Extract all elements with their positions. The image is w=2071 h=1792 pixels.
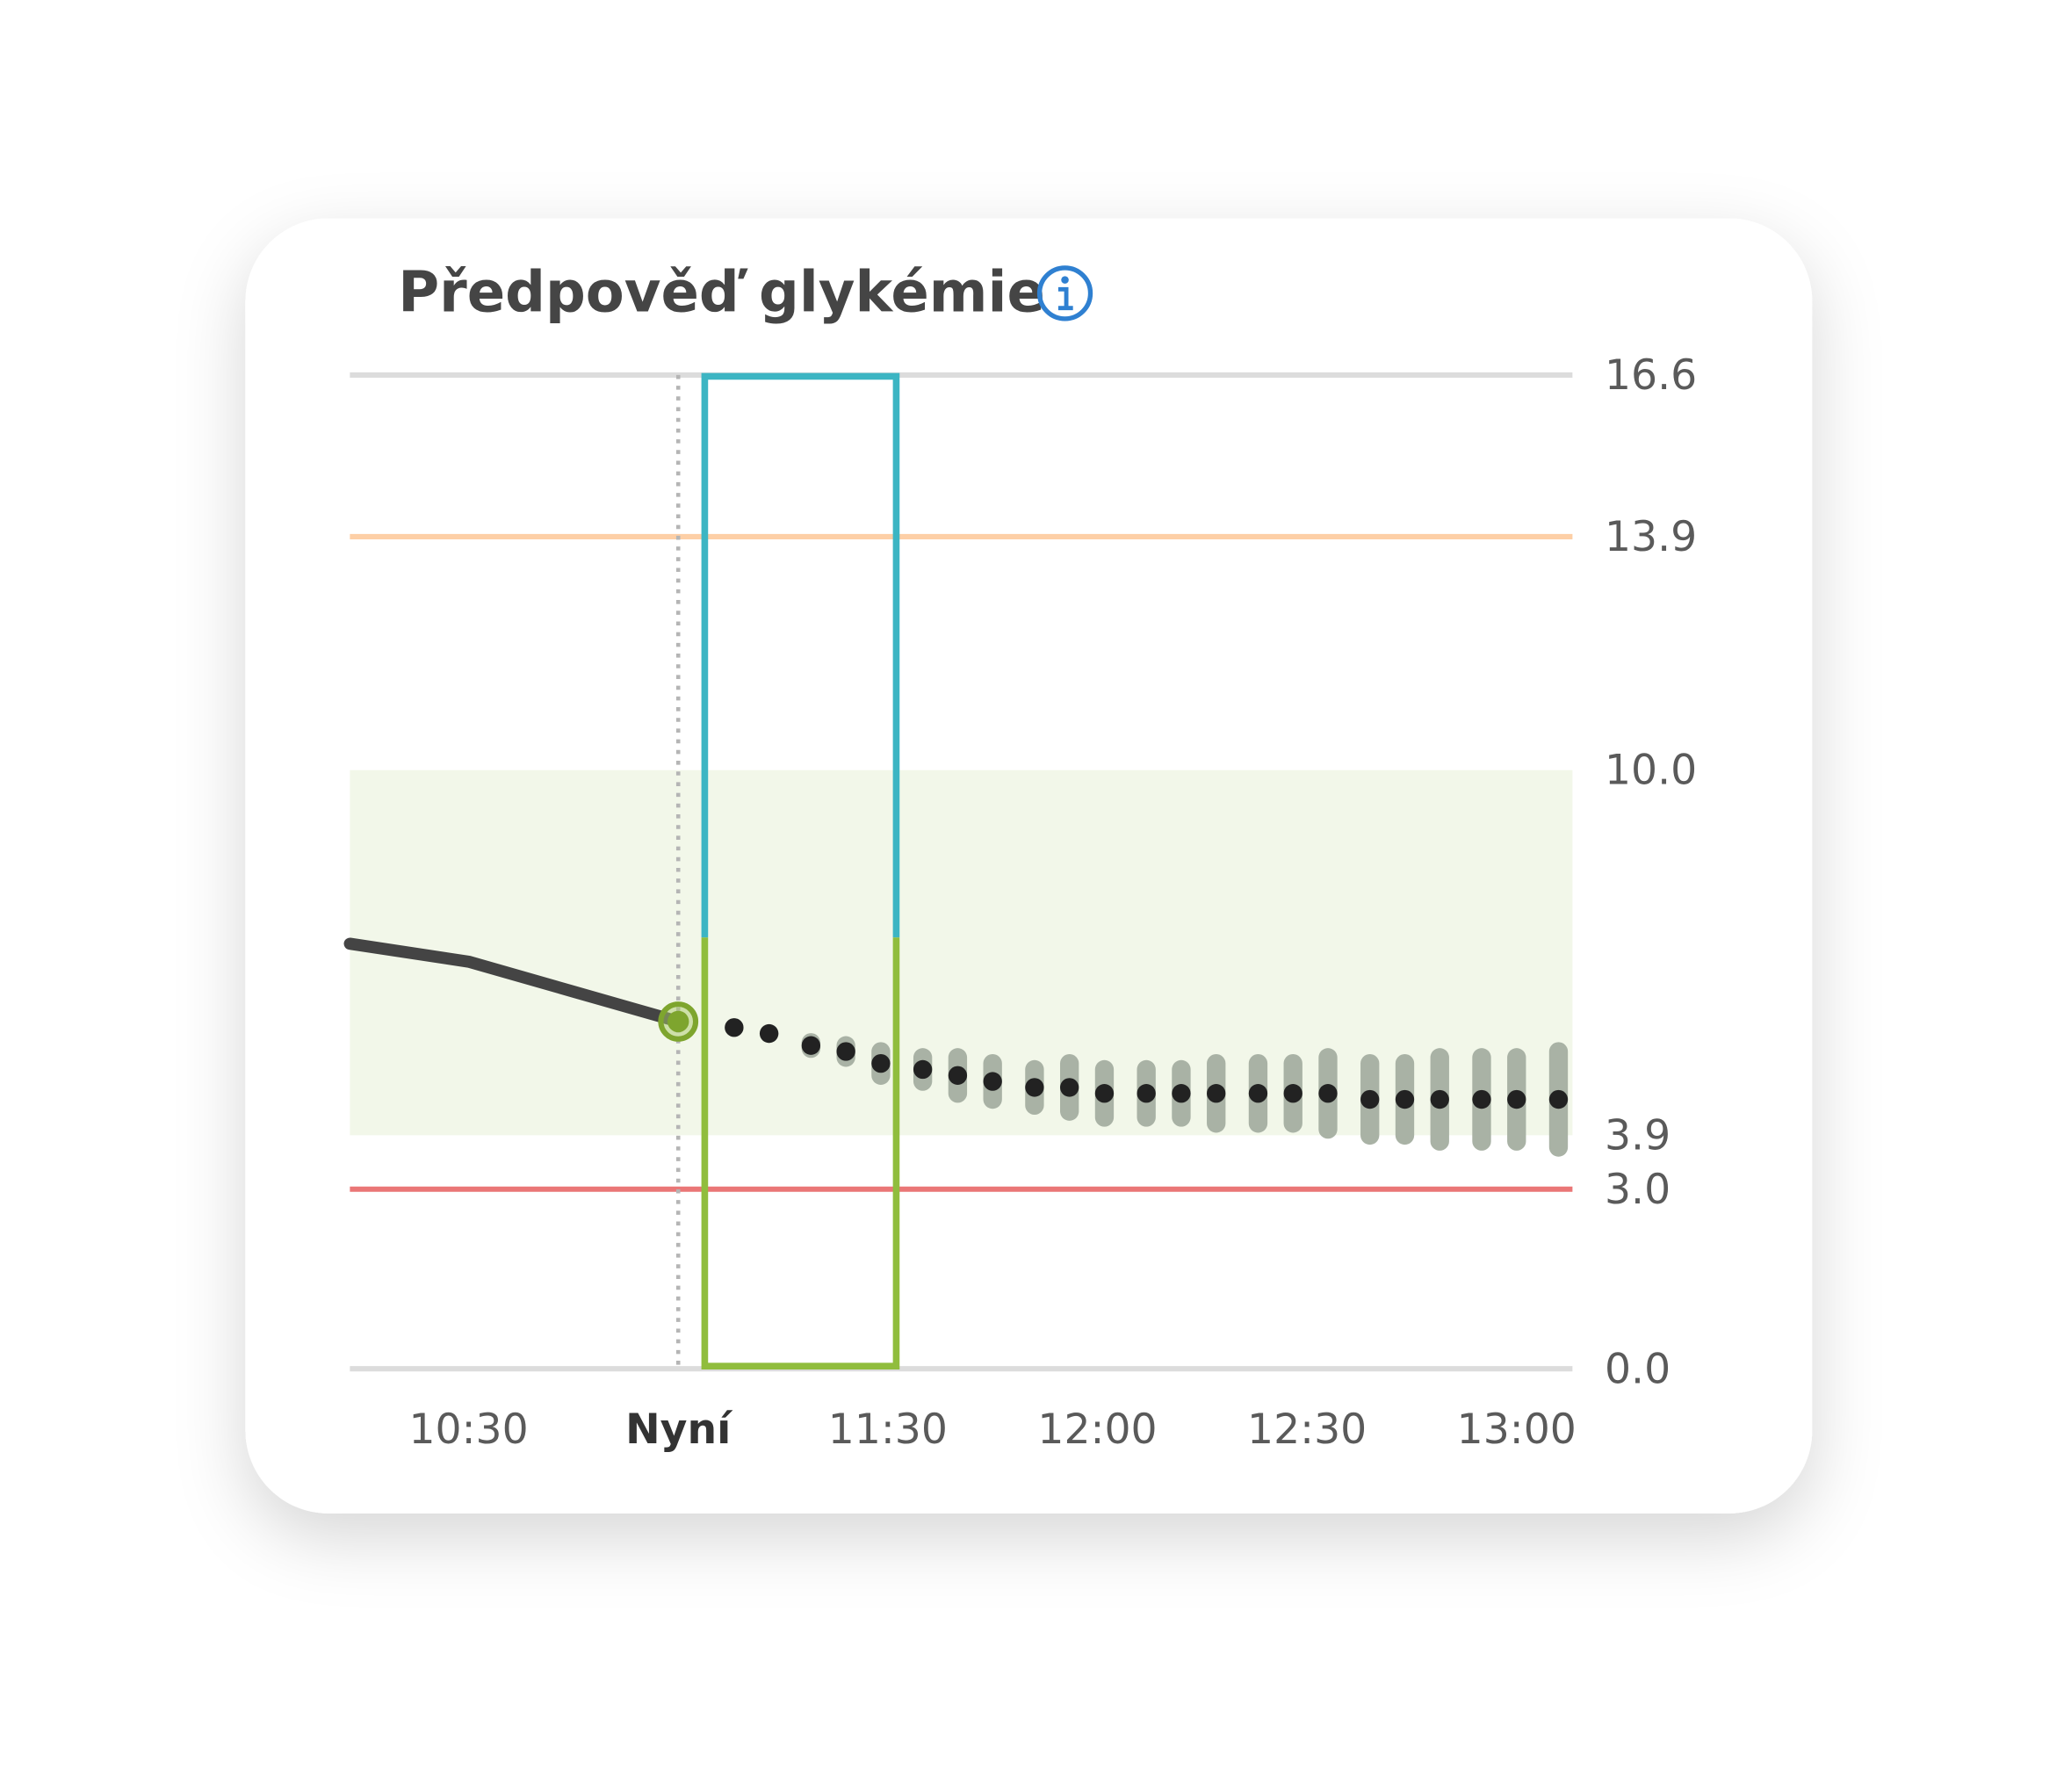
- current-marker-core: [667, 1010, 689, 1033]
- forecast-dot: [1248, 1084, 1268, 1103]
- forecast-dot: [1094, 1084, 1115, 1103]
- y-tick-label: 10.0: [1605, 747, 1697, 795]
- forecast-dot: [1360, 1089, 1380, 1109]
- chart-title: Předpověď glykémie: [398, 261, 1045, 326]
- forecast-dot: [1060, 1078, 1079, 1097]
- x-tick-label: 12:30: [1247, 1405, 1367, 1454]
- y-tick-label: 13.9: [1605, 513, 1697, 561]
- x-tick-label: Nyní: [625, 1405, 733, 1454]
- y-tick-label: 16.6: [1605, 351, 1697, 400]
- forecast-dot: [1207, 1084, 1226, 1103]
- highlight-top: [701, 372, 900, 938]
- info-dot[interactable]: [1061, 276, 1069, 284]
- forecast-dot: [871, 1053, 891, 1073]
- forecast-dot: [1025, 1078, 1044, 1097]
- history-line: [343, 937, 685, 1028]
- x-tick-label: 12:00: [1037, 1405, 1157, 1454]
- forecast-dot: [1430, 1089, 1449, 1109]
- forecast-dot: [948, 1066, 968, 1085]
- forecast-dot: [1172, 1084, 1191, 1103]
- forecast-dot: [836, 1042, 855, 1061]
- forecast-dot: [725, 1018, 744, 1037]
- forecast-dot: [759, 1023, 779, 1044]
- forecast-dot: [983, 1072, 1002, 1091]
- forecast-dot: [1395, 1089, 1415, 1109]
- info-icon[interactable]: [1036, 265, 1093, 322]
- forecast-dot: [1548, 1089, 1569, 1109]
- forecast-dot: [1318, 1084, 1338, 1103]
- info-stem[interactable]: [1057, 286, 1073, 311]
- forecast-dot: [1472, 1089, 1491, 1109]
- forecast-dot: [913, 1059, 933, 1080]
- highlight-bottom: [701, 937, 900, 1369]
- x-tick-label: 13:00: [1457, 1405, 1577, 1454]
- forecast-dot: [1507, 1089, 1526, 1109]
- y-tick-label: 3.0: [1605, 1166, 1671, 1214]
- x-tick-label: 10:30: [409, 1405, 529, 1454]
- y-tick-label: 3.9: [1605, 1111, 1671, 1160]
- x-tick-label: 11:30: [828, 1405, 948, 1454]
- forecast-dot: [1283, 1084, 1302, 1103]
- y-tick-label: 0.0: [1605, 1345, 1671, 1393]
- highlight-box: [701, 372, 900, 1369]
- info-circle[interactable]: [1036, 265, 1093, 322]
- plot: 0.0 3.0 3.9 10.0 13.9 16.6 10:30 Nyní 11:30 12:00…: [343, 351, 1697, 1454]
- forecast-dot: [801, 1036, 821, 1055]
- forecast-dot: [1137, 1084, 1156, 1103]
